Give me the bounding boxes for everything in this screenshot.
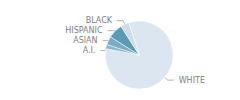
svg-text:ASIAN: ASIAN — [73, 36, 97, 45]
svg-text:HISPANIC: HISPANIC — [65, 26, 103, 35]
svg-text:WHITE: WHITE — [179, 76, 205, 85]
svg-text:A.I.: A.I. — [83, 46, 96, 55]
svg-text:BLACK: BLACK — [86, 16, 113, 25]
